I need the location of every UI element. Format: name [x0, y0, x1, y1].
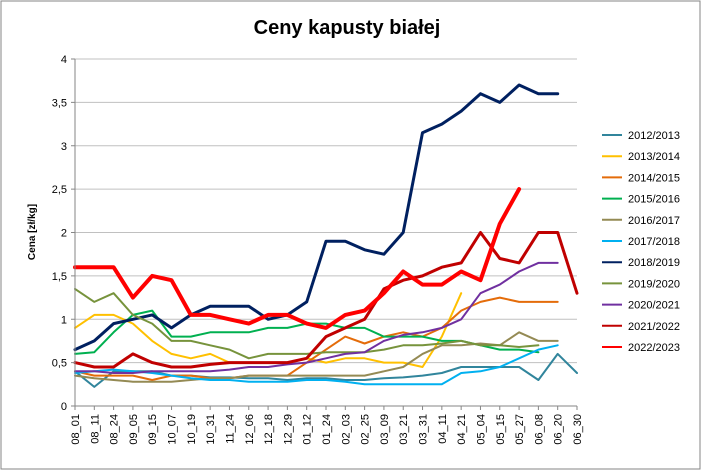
x-tick-label: 04_21 — [456, 414, 468, 445]
x-tick-label: 12_18 — [263, 414, 275, 445]
x-tick-label: 09_05 — [128, 414, 140, 445]
y-tick-label: 0,5 — [52, 358, 67, 370]
legend-label: 2021/2022 — [628, 321, 680, 333]
x-tick-label: 10_19 — [186, 414, 198, 445]
x-tick-label: 10_31 — [205, 414, 217, 445]
x-tick-label: 08_24 — [109, 414, 121, 445]
series-line-2012-2013 — [74, 352, 578, 388]
legend-label: 2022/2023 — [628, 342, 680, 354]
y-tick-label: 3,5 — [52, 97, 67, 109]
legend-label: 2019/2020 — [628, 278, 680, 290]
x-tick-label: 08_01 — [70, 414, 82, 445]
y-axis-label: Cena [zł/kg] — [27, 204, 38, 260]
x-tick-label: 06_08 — [533, 414, 545, 445]
x-tick-label: 10_07 — [167, 414, 179, 445]
x-tick-label: 06_20 — [553, 414, 565, 445]
x-tick-label: 04_11 — [437, 414, 449, 444]
x-tick-label: 02_03 — [340, 414, 352, 445]
chart-title: Ceny kapusty białej — [254, 17, 441, 39]
x-tick-label: 03_21 — [398, 414, 410, 445]
series-line-2018-2019 — [73, 83, 560, 352]
x-tick-label: 01_12 — [302, 414, 314, 445]
y-tick-label: 2,5 — [52, 184, 67, 196]
series-line-2019-2020 — [74, 287, 540, 360]
x-tick-label: 02_25 — [360, 414, 372, 445]
series-line-2022-2023 — [73, 187, 522, 330]
legend-label: 2017/2018 — [628, 236, 680, 248]
legend-label: 2014/2015 — [628, 172, 680, 184]
x-tick-label: 05_27 — [514, 414, 526, 445]
series-line-2021-2022 — [73, 231, 579, 369]
y-tick-label: 3 — [61, 141, 67, 153]
legend-label: 2013/2014 — [628, 151, 680, 163]
legend-label: 2018/2019 — [628, 257, 680, 269]
legend-label: 2015/2016 — [628, 194, 680, 206]
x-tick-label: 03_09 — [379, 414, 391, 445]
series-line-2020-2021 — [74, 261, 559, 374]
x-tick-label: 01_24 — [321, 414, 333, 445]
x-tick-label: 06_30 — [572, 414, 584, 445]
legend-label: 2020/2021 — [628, 300, 680, 312]
x-tick-label: 08_11 — [89, 414, 101, 444]
x-tick-label: 12_06 — [244, 414, 256, 445]
x-tick-label: 09_15 — [147, 414, 159, 445]
x-tick-label: 03_31 — [418, 414, 430, 445]
legend-label: 2012/2013 — [628, 130, 680, 142]
series-line-2017-2018 — [74, 344, 559, 386]
series-line-2014-2015 — [74, 296, 559, 381]
y-tick-label: 1,5 — [52, 271, 67, 283]
legend-label: 2016/2017 — [628, 215, 680, 227]
x-tick-label: 05_04 — [475, 414, 487, 445]
y-tick-label: 4 — [61, 54, 67, 66]
y-tick-label: 2 — [61, 228, 67, 240]
x-tick-label: 05_15 — [495, 414, 507, 445]
x-tick-label: 11_24 — [224, 414, 236, 444]
y-tick-label: 1 — [61, 314, 67, 326]
y-tick-label: 0 — [61, 401, 67, 413]
x-tick-label: 12_29 — [282, 414, 294, 445]
legend: 2012/2013 2013/2014 2014/2015 2015/2016 2016… — [602, 130, 680, 354]
